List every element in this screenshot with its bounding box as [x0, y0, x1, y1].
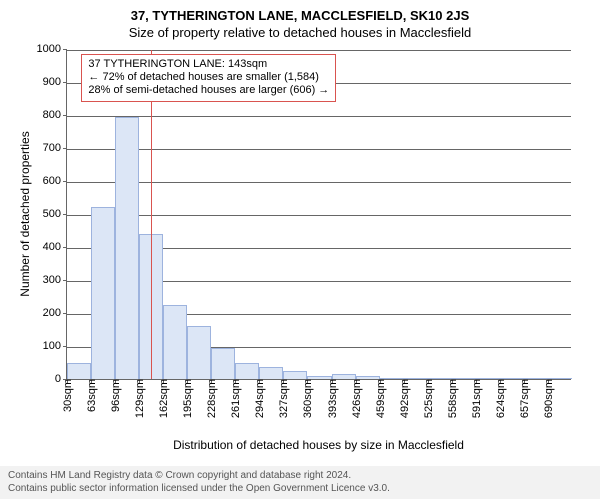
annotation-line: 37 TYTHERINGTON LANE: 143sqm — [88, 58, 329, 71]
x-tick-label: 426sqm — [349, 379, 363, 418]
x-tick-label: 261sqm — [228, 379, 242, 418]
x-tick-label: 591sqm — [469, 379, 483, 418]
y-tick-label: 1000 — [37, 43, 67, 55]
x-tick-label: 129sqm — [132, 379, 146, 418]
x-tick-label: 63sqm — [84, 379, 98, 412]
gridline — [67, 50, 571, 51]
x-tick-label: 657sqm — [517, 379, 531, 418]
histogram-bar — [259, 367, 283, 379]
x-tick-label: 360sqm — [300, 379, 314, 418]
footer-line-2: Contains public sector information licen… — [8, 483, 592, 496]
gridline — [67, 182, 571, 183]
gridline — [67, 215, 571, 216]
x-tick-label: 327sqm — [276, 379, 290, 418]
histogram-bar — [283, 371, 307, 379]
attribution-footer: Contains HM Land Registry data © Crown c… — [0, 466, 600, 499]
y-tick-label: 300 — [43, 274, 67, 286]
x-tick-label: 162sqm — [156, 379, 170, 418]
y-axis-label: Number of detached properties — [18, 114, 32, 314]
annotation-line: 28% of semi-detached houses are larger (… — [88, 84, 329, 97]
x-tick-label: 459sqm — [373, 379, 387, 418]
histogram-bar — [235, 363, 259, 380]
y-tick-label: 200 — [43, 307, 67, 319]
y-tick-label: 100 — [43, 340, 67, 352]
histogram-bar — [115, 117, 139, 379]
x-tick-label: 525sqm — [421, 379, 435, 418]
y-tick-label: 900 — [43, 76, 67, 88]
x-tick-label: 558sqm — [445, 379, 459, 418]
y-tick-label: 400 — [43, 241, 67, 253]
gridline — [67, 149, 571, 150]
x-tick-label: 228sqm — [204, 379, 218, 418]
x-tick-label: 30sqm — [60, 379, 74, 412]
annotation-line: ← 72% of detached houses are smaller (1,… — [88, 71, 329, 84]
chart-title-address: 37, TYTHERINGTON LANE, MACCLESFIELD, SK1… — [0, 0, 600, 23]
histogram-bar — [163, 305, 187, 379]
x-tick-label: 690sqm — [541, 379, 555, 418]
histogram-bar — [211, 348, 235, 379]
histogram-bar — [67, 363, 91, 380]
x-tick-label: 294sqm — [252, 379, 266, 418]
x-tick-label: 393sqm — [325, 379, 339, 418]
plot-area: 0100200300400500600700800900100030sqm63s… — [66, 50, 571, 380]
y-tick-label: 600 — [43, 175, 67, 187]
histogram-bar — [91, 207, 115, 379]
gridline — [67, 116, 571, 117]
x-axis-label: Distribution of detached houses by size … — [66, 438, 571, 452]
footer-line-1: Contains HM Land Registry data © Crown c… — [8, 470, 592, 483]
annotation-box: 37 TYTHERINGTON LANE: 143sqm← 72% of det… — [81, 54, 336, 102]
x-tick-label: 195sqm — [180, 379, 194, 418]
y-tick-label: 800 — [43, 109, 67, 121]
y-tick-label: 500 — [43, 208, 67, 220]
histogram-bar — [187, 326, 211, 379]
x-tick-label: 492sqm — [397, 379, 411, 418]
y-tick-label: 700 — [43, 142, 67, 154]
x-tick-label: 624sqm — [493, 379, 507, 418]
x-tick-label: 96sqm — [108, 379, 122, 412]
chart-title-desc: Size of property relative to detached ho… — [0, 23, 600, 40]
